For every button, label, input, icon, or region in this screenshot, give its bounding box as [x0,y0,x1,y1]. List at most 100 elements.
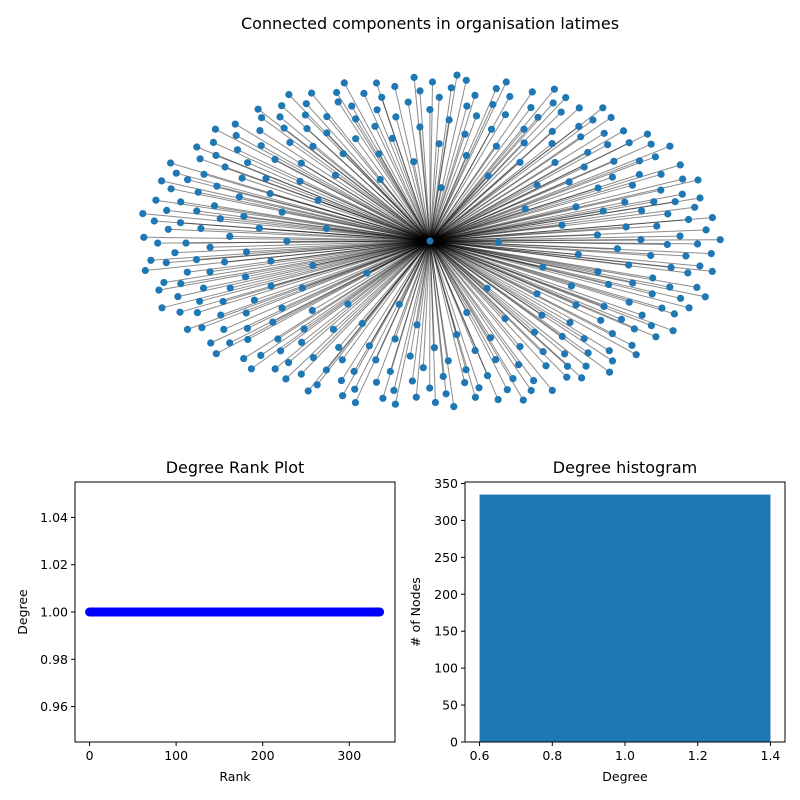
network-edge [429,240,571,324]
network-edge [429,240,491,338]
network-edge [429,145,497,242]
network-edge [155,199,431,242]
network-node [435,140,443,148]
network-edge [312,240,431,266]
network-node [538,311,546,319]
network-node [435,93,443,101]
network-node [597,316,605,324]
network-node [391,82,399,91]
network-node [276,113,284,121]
network-node [183,268,191,276]
network-node [684,269,692,277]
network-node [572,301,580,309]
network-edge [429,91,533,242]
network-edge [429,240,447,394]
network-edge [237,149,431,242]
network-edge [303,240,431,330]
network-node [308,306,316,314]
network-node [461,130,469,138]
network-node [604,141,612,149]
network-node [271,155,279,163]
network-edge [166,240,431,264]
network-edge [429,213,668,242]
network-node [530,377,538,385]
network-edge [429,240,613,335]
network-node [372,79,381,87]
network-edge [312,145,431,242]
network-edge [429,142,630,242]
network-edge [429,114,506,242]
network-node [566,319,574,327]
network-node [256,127,264,135]
hist-bars [479,494,771,742]
network-node [348,102,356,110]
network-edge [411,240,431,382]
network-node [691,203,699,211]
network-edge [243,215,431,242]
network-node [416,87,424,95]
network-center-node [426,237,434,245]
network-edge [429,240,713,272]
network-edge [429,164,681,242]
network-node [233,146,242,154]
network-node [502,78,510,86]
network-node [139,210,147,218]
network-edge [429,240,633,284]
network-edge [429,240,568,367]
network-node [632,351,640,359]
network-node [301,111,309,119]
network-edge [429,240,444,377]
network-node [335,343,343,351]
network-edge [429,240,652,327]
network-node [302,100,310,108]
network-edge [429,240,700,267]
network-node [162,259,170,267]
network-node [410,158,418,166]
network-node [198,324,206,332]
network-edge [174,240,431,254]
network-edge [429,184,633,242]
network-node [600,129,608,137]
network-edge [429,240,497,360]
network-node [471,91,479,99]
network-edge [429,136,581,242]
network-node [486,334,495,342]
network-node [527,386,535,395]
network-node [487,125,496,133]
network-node [285,359,293,367]
network-node [154,239,162,247]
network-node [171,249,179,257]
network-node [629,279,637,287]
network-node [539,348,547,356]
network-node [484,172,492,180]
network-edge [274,158,431,242]
network-edge [429,206,577,242]
network-node [447,84,455,92]
network-node [197,224,205,233]
network-edge [391,138,431,242]
hist-xtick-label: 0.8 [542,748,562,763]
network-node [373,106,381,114]
network-node [580,163,588,171]
network-edge [235,135,431,242]
network-node [297,370,305,378]
network-node [577,133,585,141]
network-node [445,116,453,124]
network-edge [301,240,431,343]
network-node [606,368,614,376]
network-edge [429,187,442,242]
network-edge [145,240,431,271]
network-edge [429,175,489,242]
network-node [193,309,201,317]
network-edge [374,126,431,242]
network-edge [166,209,431,242]
network-node [565,178,573,186]
network-node [141,266,149,275]
network-node [206,268,214,276]
network-node [194,188,202,196]
hist-ytick-label: 50 [442,698,458,713]
network-edge [161,180,431,242]
hist-ytick-label: 300 [434,513,458,528]
network-node [599,104,607,112]
network-node [617,315,626,323]
